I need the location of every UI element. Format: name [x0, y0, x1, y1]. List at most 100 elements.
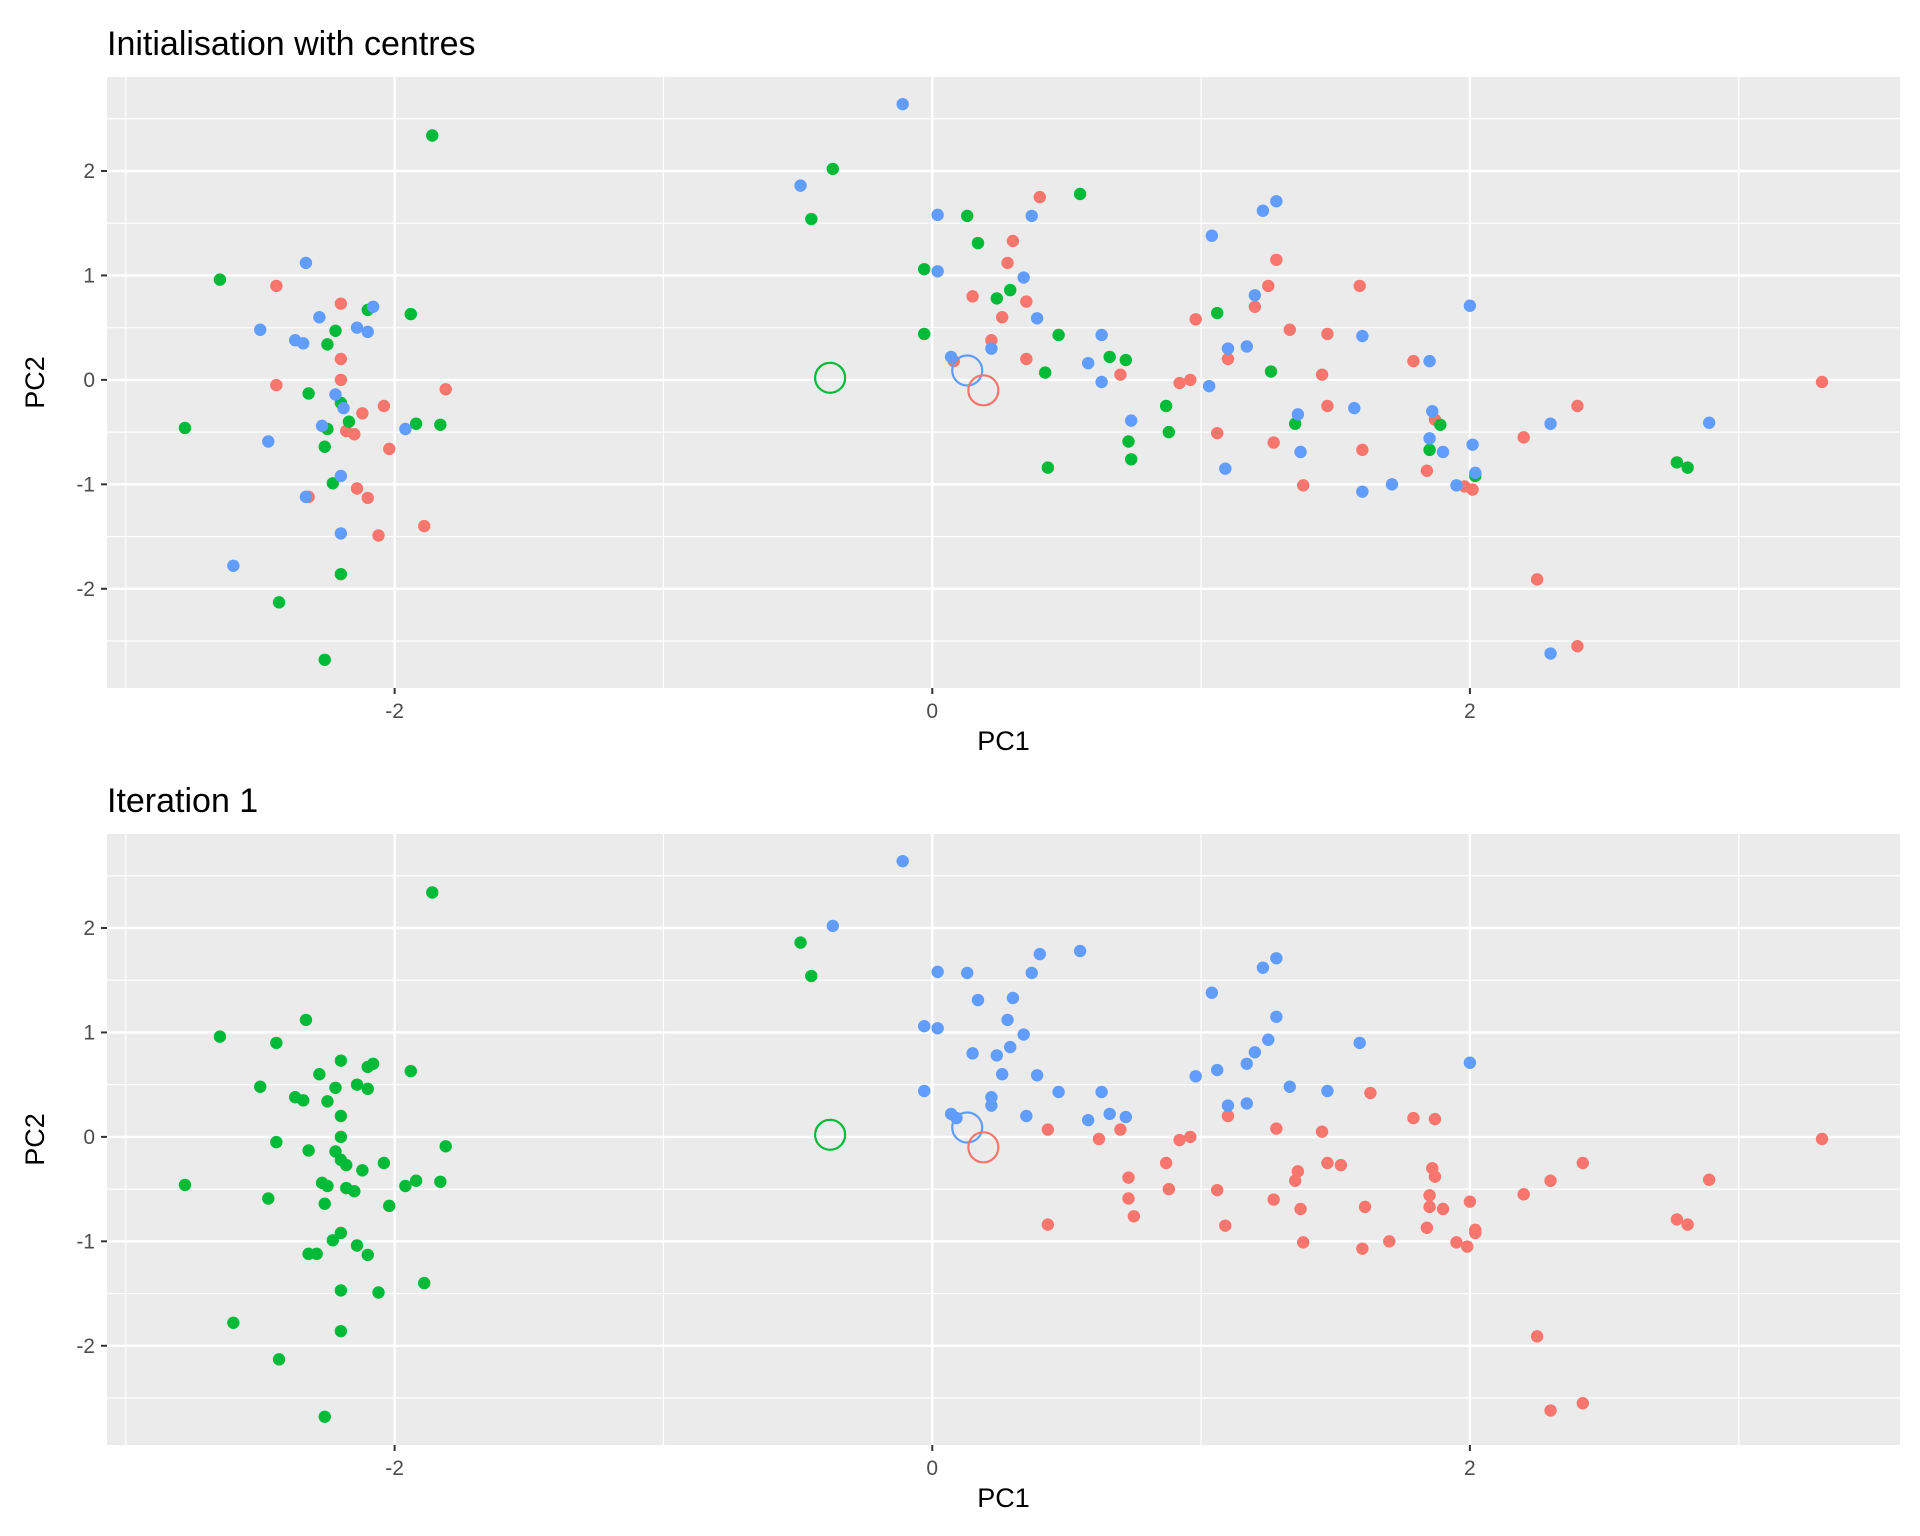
data-point-red: [1262, 279, 1275, 293]
data-point-red: [1576, 1397, 1589, 1410]
data-point-red: [1670, 1213, 1684, 1226]
data-point-blue: [1423, 354, 1436, 368]
data-point-blue: [1073, 944, 1087, 958]
data-point-red: [1001, 256, 1014, 270]
data-point-blue: [826, 919, 840, 933]
data-point-red: [1041, 1218, 1055, 1231]
data-point-blue: [1463, 1056, 1477, 1069]
data-point-blue: [931, 1022, 944, 1035]
data-point-red: [1267, 1193, 1280, 1206]
chart-title: Iteration 1: [107, 782, 258, 820]
data-point-green: [434, 418, 447, 431]
data-point-blue: [366, 300, 380, 313]
data-point-green: [1288, 417, 1302, 430]
data-point-red: [1517, 1188, 1530, 1201]
data-point-blue: [337, 401, 350, 415]
data-point-red: [377, 399, 391, 413]
data-point-green: [1052, 328, 1065, 342]
data-point-blue: [1248, 289, 1262, 302]
data-point-red: [1544, 1174, 1557, 1187]
data-point-blue: [1385, 478, 1399, 491]
data-point-blue: [1702, 416, 1716, 429]
data-point-red: [1184, 1130, 1197, 1144]
data-point-blue: [350, 321, 364, 334]
data-point-blue: [1124, 414, 1138, 427]
data-point-blue: [299, 490, 313, 504]
data-point-blue: [1119, 1110, 1133, 1124]
data-point-blue: [1006, 991, 1020, 1005]
data-point-blue: [334, 527, 348, 540]
data-point-red: [1315, 1125, 1329, 1138]
data-point-red: [1356, 1242, 1369, 1255]
data-point-green: [334, 1054, 348, 1067]
data-point-green: [1038, 366, 1052, 379]
data-point-red: [1294, 1202, 1307, 1216]
data-point-green: [178, 421, 192, 435]
data-point-blue: [1436, 445, 1450, 459]
x-tick-label: 2: [1464, 700, 1476, 723]
data-point-red: [1221, 352, 1235, 366]
data-point-green: [361, 1248, 374, 1262]
data-point-green: [310, 1247, 323, 1261]
chart-title: Initialisation with centres: [107, 25, 476, 63]
data-point-green: [326, 477, 340, 490]
data-point-green: [213, 1030, 227, 1043]
data-point-green: [272, 1353, 286, 1366]
data-point-blue: [1256, 961, 1270, 974]
data-point-red: [1420, 1221, 1434, 1234]
data-point-red: [334, 297, 348, 310]
data-point-blue: [297, 337, 310, 350]
data-point-red: [1423, 1189, 1436, 1202]
data-point-green: [383, 1199, 396, 1213]
data-point-blue: [1240, 1057, 1253, 1070]
x-tick-label: 2: [1464, 1457, 1476, 1480]
data-point-blue: [1025, 966, 1038, 980]
data-point-blue: [990, 1049, 1003, 1062]
data-point-red: [966, 290, 979, 303]
data-point-red: [1221, 1109, 1235, 1123]
data-point-green: [805, 969, 818, 983]
data-point-green: [418, 1276, 431, 1290]
data-point-green: [340, 1158, 353, 1172]
data-point-green: [1159, 399, 1173, 413]
data-point-green: [270, 1036, 283, 1050]
data-point-red: [1297, 1236, 1310, 1249]
x-axis-title: PC1: [977, 726, 1030, 756]
data-point-blue: [917, 1084, 931, 1098]
data-point-green: [426, 886, 439, 899]
data-point-blue: [1103, 1107, 1116, 1121]
data-point-green: [1004, 283, 1017, 297]
data-point-red: [1114, 368, 1127, 381]
data-point-red: [1288, 1174, 1302, 1187]
data-point-red: [1162, 1182, 1176, 1196]
x-tick-label: 0: [926, 700, 938, 723]
data-point-red: [1423, 1200, 1436, 1214]
data-point-red: [1114, 1123, 1127, 1136]
x-tick-label: -2: [385, 700, 404, 723]
data-point-blue: [1030, 1069, 1044, 1082]
data-point-red: [270, 279, 283, 293]
data-point-blue: [399, 422, 412, 436]
data-point-green: [961, 209, 974, 223]
data-point-blue: [1356, 485, 1369, 498]
data-point-green: [439, 1140, 452, 1153]
data-point-red: [1463, 1195, 1477, 1208]
data-point-blue: [1240, 340, 1253, 353]
data-point-red: [1334, 1158, 1348, 1172]
data-point-green: [350, 1078, 364, 1091]
data-point-blue: [1353, 1036, 1366, 1050]
data-point-red: [270, 378, 283, 392]
data-point-blue: [1001, 1013, 1014, 1027]
data-point-green: [227, 1316, 240, 1330]
data-point-red: [1466, 483, 1479, 496]
data-point-blue: [1270, 952, 1283, 965]
data-point-blue: [1033, 947, 1046, 961]
data-point-green: [299, 1013, 313, 1027]
x-axis-title: PC1: [977, 1483, 1030, 1513]
data-point-red: [1702, 1173, 1716, 1186]
data-point-red: [356, 407, 369, 420]
data-point-red: [1184, 373, 1197, 387]
centre-marker-red: [967, 374, 1000, 407]
data-point-red: [1353, 279, 1366, 293]
y-tick-label: 1: [83, 264, 95, 287]
